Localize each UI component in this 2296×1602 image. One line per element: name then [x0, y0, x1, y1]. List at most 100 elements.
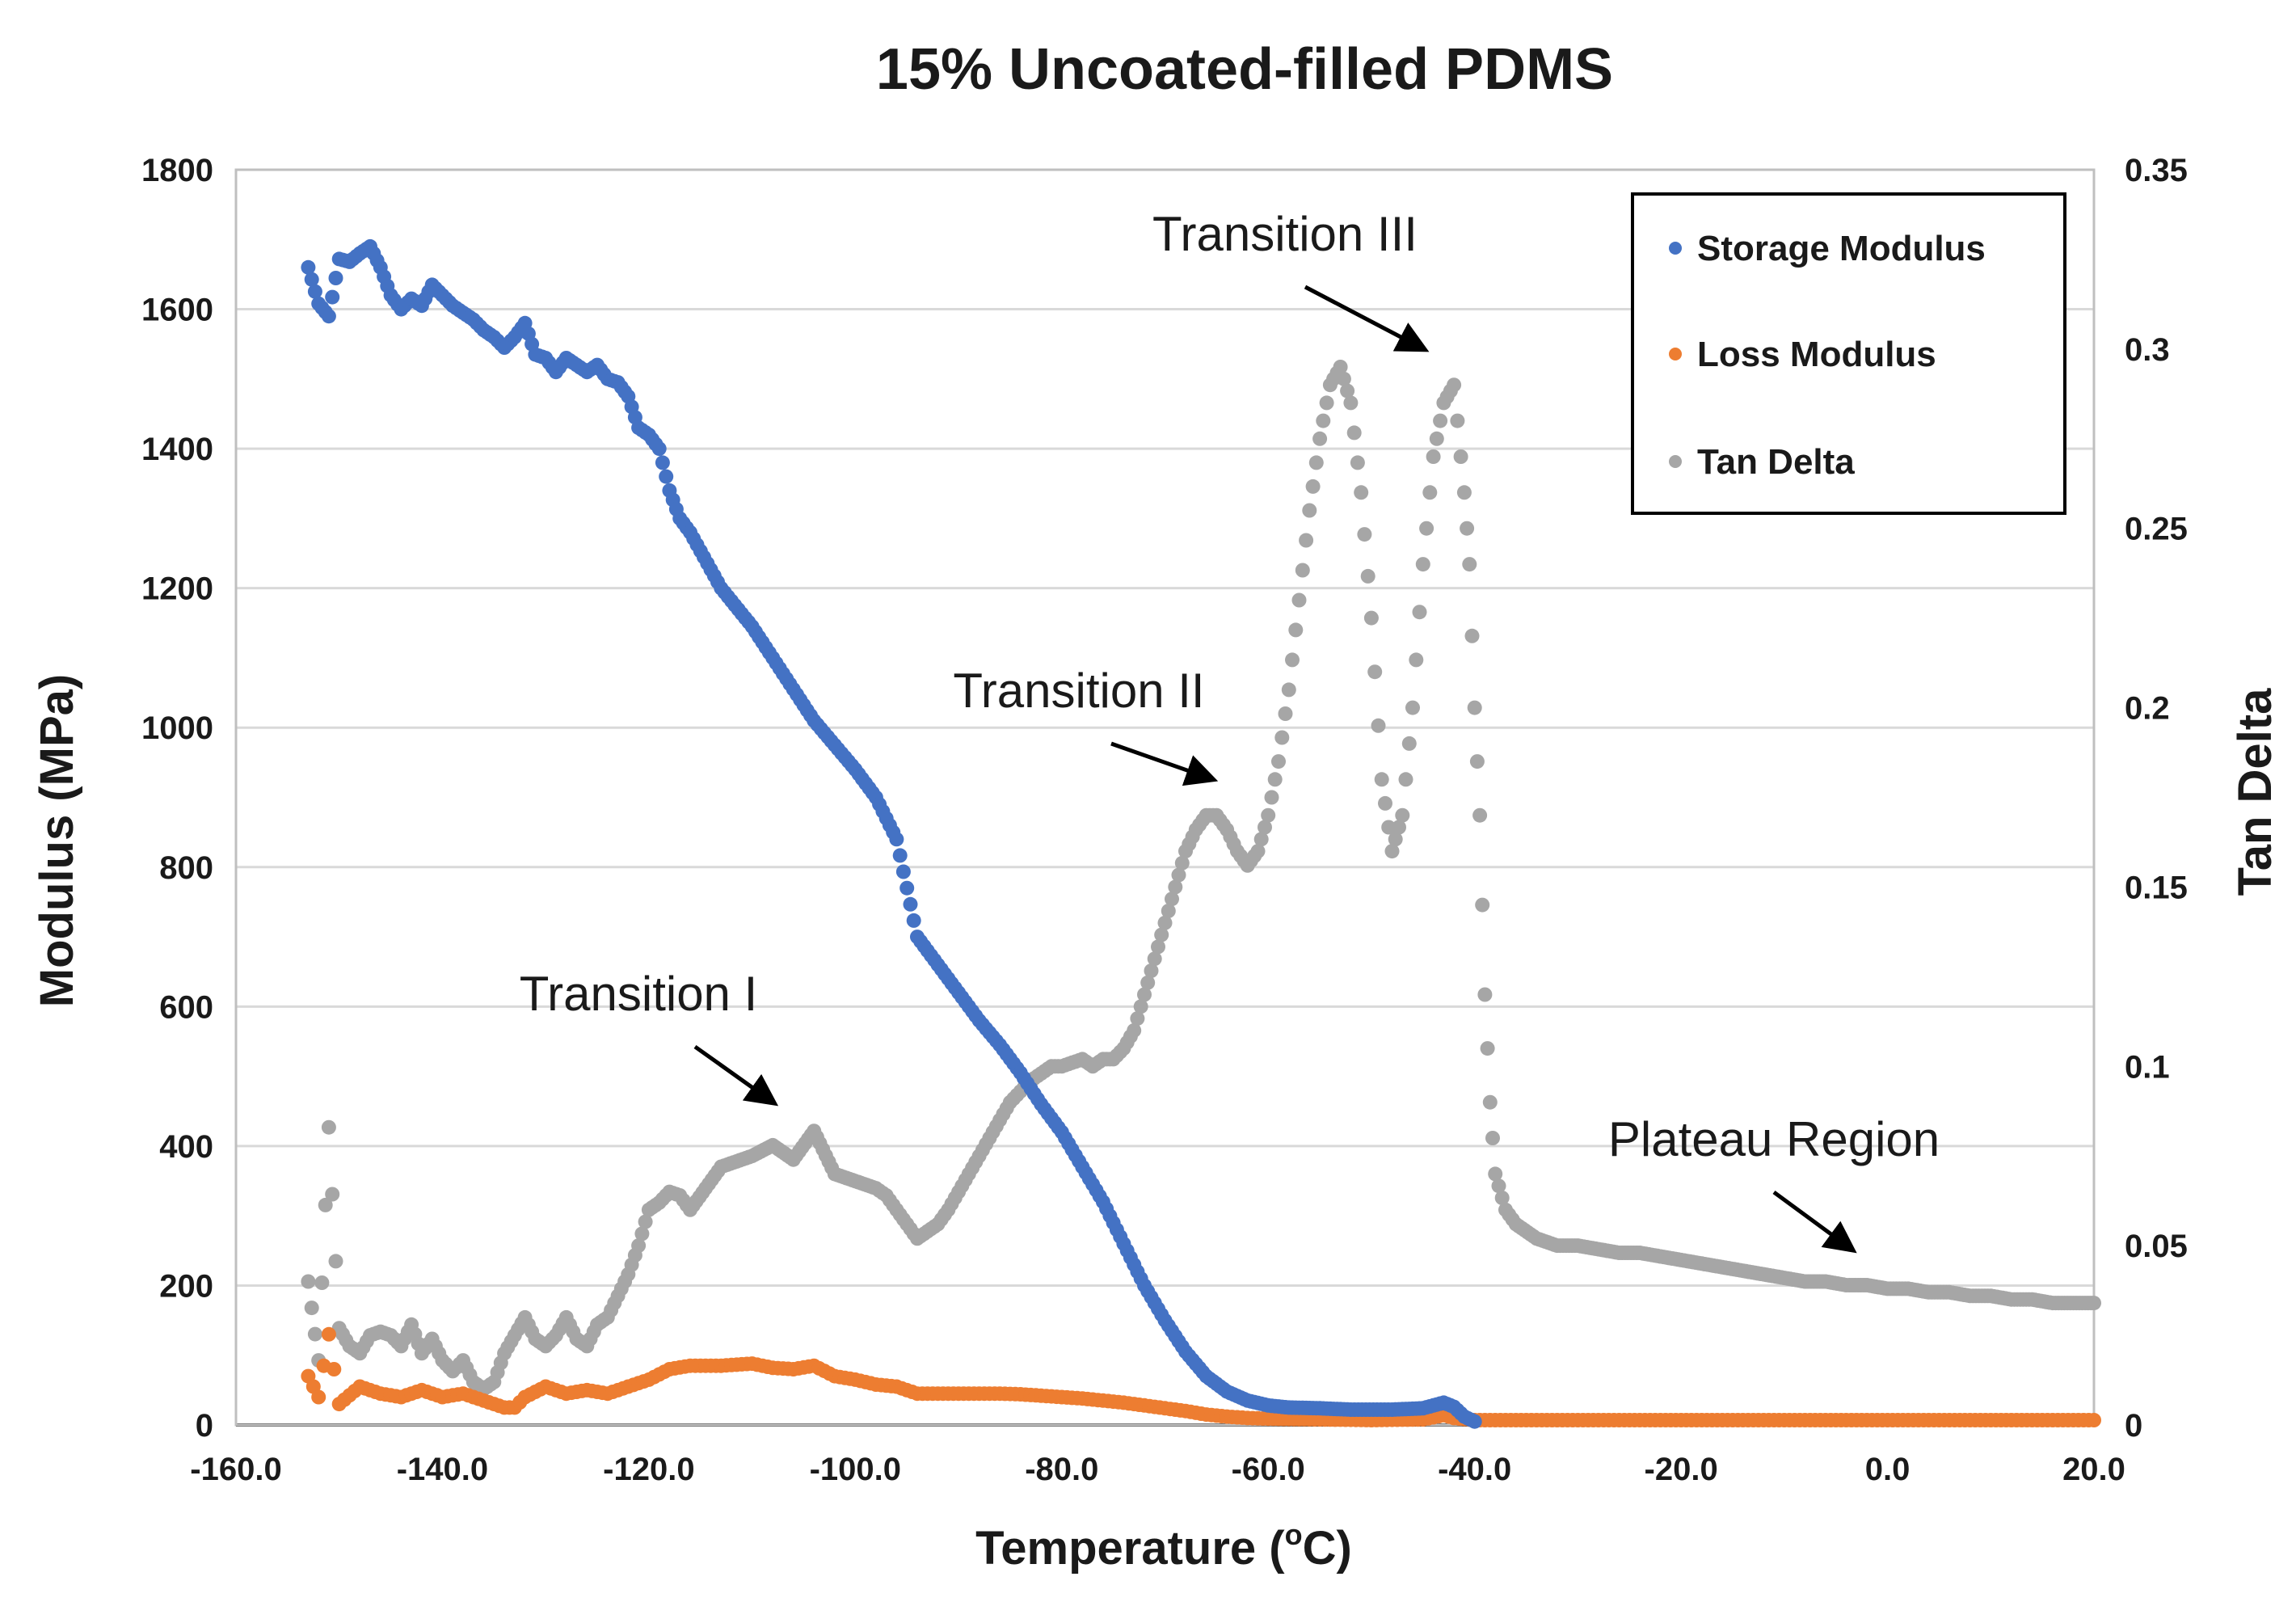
annotation-arrow — [693, 1044, 779, 1107]
y2-axis-title: Tan Delta — [2229, 688, 2281, 896]
tan-delta-point — [1130, 1011, 1145, 1027]
x-tick-label: -160.0 — [190, 1452, 281, 1487]
storage-modulus-point — [659, 469, 674, 484]
tan-delta-point — [1405, 700, 1420, 715]
tan-delta-point — [1133, 999, 1148, 1014]
y-tick-label: 1800 — [141, 153, 213, 188]
tan-delta-point — [325, 1187, 340, 1202]
tan-delta-point — [1378, 795, 1392, 811]
tan-delta-point — [1388, 832, 1403, 847]
storage-modulus-point — [892, 848, 908, 863]
annotation-arrow — [1304, 285, 1430, 352]
storage-modulus-point — [321, 309, 336, 324]
tan-delta-point — [1316, 413, 1331, 428]
tan-delta-point — [1165, 892, 1179, 907]
tan-delta-point — [1475, 897, 1490, 913]
y-tick-label: 400 — [159, 1129, 213, 1165]
storage-modulus-point — [325, 289, 340, 305]
storage-modulus-point — [889, 832, 904, 847]
tan-delta-point — [1295, 563, 1310, 578]
loss-modulus-point — [326, 1362, 342, 1376]
tan-delta-point — [1288, 622, 1304, 638]
tan-delta-point — [1271, 754, 1286, 769]
y-tick-label: 0 — [196, 1408, 213, 1444]
loss-modulus-point — [2087, 1413, 2101, 1427]
tan-delta-point — [1278, 706, 1293, 721]
y2-tick-label: 0 — [2125, 1408, 2142, 1444]
legend-box — [1631, 192, 2066, 515]
x-tick-label: -140.0 — [397, 1452, 488, 1487]
tan-delta-point — [1384, 844, 1400, 859]
tan-delta-point — [1137, 987, 1152, 1002]
x-tick-label: -80.0 — [1025, 1452, 1098, 1487]
tan-delta-point — [321, 1119, 336, 1135]
tan-delta-point — [1482, 1094, 1498, 1110]
y-tick-label: 1200 — [141, 571, 213, 607]
loss-modulus-point — [311, 1389, 326, 1405]
tan-delta-point — [1409, 652, 1424, 668]
x-tick-label: -100.0 — [810, 1452, 901, 1487]
legend-marker-tan — [1669, 455, 1682, 468]
tan-delta-point — [634, 1226, 650, 1242]
tan-delta-point — [1253, 832, 1269, 847]
tan-delta-point — [1354, 485, 1369, 500]
tan-delta-point — [1395, 807, 1410, 823]
annotation-arrow — [1110, 741, 1219, 786]
tan-delta-point — [1429, 431, 1444, 446]
tan-delta-point — [1494, 1191, 1510, 1205]
tan-delta-point — [1363, 610, 1379, 626]
chart-title: 15% Uncoated-filled PDMS — [876, 37, 1613, 102]
tan-delta-series — [301, 360, 2101, 1397]
storage-modulus-point — [895, 864, 911, 879]
tan-delta-point — [1161, 904, 1176, 918]
tan-delta-point — [1464, 628, 1480, 643]
tan-delta-point — [2087, 1296, 2101, 1311]
tan-delta-point — [1171, 867, 1186, 883]
tan-delta-point — [1477, 987, 1493, 1002]
tan-delta-point — [1357, 527, 1372, 542]
tan-delta-point — [1412, 605, 1427, 620]
y-tick-label: 1600 — [141, 293, 213, 328]
tan-delta-point — [328, 1254, 343, 1269]
tan-delta-point — [1333, 360, 1348, 374]
y2-tick-label: 0.35 — [2125, 153, 2188, 188]
tan-delta-point — [1480, 1041, 1495, 1056]
tan-delta-point — [1450, 413, 1465, 428]
tan-delta-point — [1305, 478, 1321, 494]
x-tick-label: -40.0 — [1438, 1452, 1511, 1487]
storage-modulus-point — [1467, 1414, 1482, 1429]
tan-delta-point — [1264, 790, 1279, 805]
tan-delta-point — [1157, 915, 1173, 930]
y2-tick-label: 0.25 — [2125, 512, 2188, 547]
tan-delta-point — [1154, 927, 1169, 942]
tan-delta-point — [1433, 413, 1448, 428]
tan-delta-point — [1491, 1178, 1506, 1194]
y-tick-label: 800 — [159, 850, 213, 886]
legend-marker-storage — [1669, 242, 1682, 255]
legend-label-storage: Storage Modulus — [1697, 229, 1986, 268]
loss-modulus-series — [301, 1326, 2101, 1427]
tan-delta-point — [1460, 521, 1475, 536]
storage-modulus-point — [301, 259, 316, 275]
y2-tick-label: 0.3 — [2125, 332, 2170, 368]
legend-label-loss: Loss Modulus — [1697, 335, 1936, 374]
storage-modulus-point — [903, 896, 918, 912]
plot-area — [234, 168, 2096, 1427]
tan-delta-point — [1274, 730, 1290, 745]
tan-delta-point — [1350, 455, 1365, 470]
x-tick-label: 0.0 — [1865, 1452, 1911, 1487]
tan-delta-point — [1308, 455, 1324, 470]
tan-delta-point — [1456, 485, 1472, 500]
tan-delta-point — [1281, 682, 1296, 698]
annotation-label: Transition II — [953, 664, 1204, 718]
tan-delta-point — [1367, 664, 1383, 680]
tan-delta-point — [631, 1238, 647, 1254]
tan-delta-point — [1174, 855, 1190, 871]
tan-delta-point — [1346, 425, 1362, 441]
tan-delta-point — [1267, 772, 1283, 787]
storage-modulus-point — [906, 913, 921, 928]
tan-delta-point — [1258, 820, 1272, 835]
x-axis-title: Temperature (oC) — [975, 1518, 1352, 1575]
tan-delta-point — [1319, 395, 1334, 411]
tan-delta-point — [1302, 503, 1317, 518]
